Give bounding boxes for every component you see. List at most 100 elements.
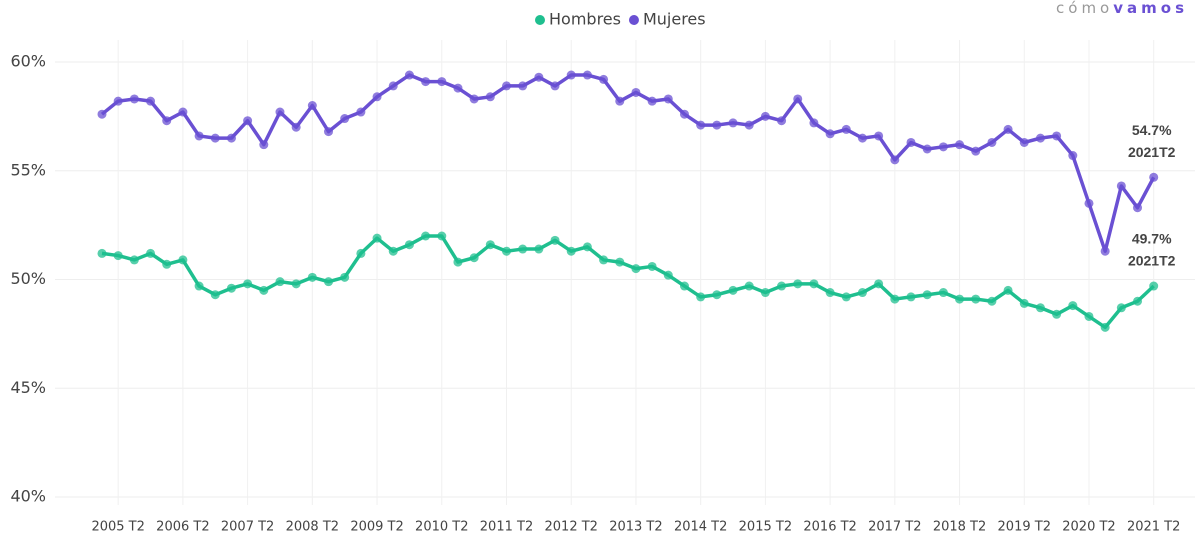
point <box>955 140 965 150</box>
point <box>890 155 900 165</box>
point <box>679 109 689 119</box>
point <box>210 290 220 300</box>
point <box>777 116 787 126</box>
point <box>987 137 997 147</box>
point <box>226 133 236 143</box>
point <box>631 264 641 274</box>
point <box>647 96 657 106</box>
x-tick-label: 2017 T2 <box>868 520 921 535</box>
y-tick-label: 40% <box>10 487 46 506</box>
y-tick-label: 50% <box>10 269 46 288</box>
point <box>599 255 609 265</box>
point <box>841 124 851 134</box>
point <box>857 133 867 143</box>
point <box>502 81 511 91</box>
y-tick-label: 60% <box>10 52 46 71</box>
x-tick-label: 2012 T2 <box>545 520 598 535</box>
point <box>259 140 269 150</box>
point <box>178 255 188 265</box>
point <box>194 131 204 141</box>
series-line <box>100 73 1156 253</box>
point <box>712 120 722 130</box>
point <box>453 83 463 93</box>
point <box>1149 281 1159 291</box>
x-tick-label: 2006 T2 <box>156 520 209 535</box>
brand-light: cómo <box>1056 0 1113 17</box>
point <box>324 127 334 137</box>
point <box>1019 137 1029 147</box>
point <box>663 94 673 104</box>
point <box>275 107 285 117</box>
point <box>550 235 560 245</box>
point <box>566 246 576 256</box>
point <box>307 101 317 110</box>
annotation: 2021T2 <box>1128 144 1176 160</box>
point <box>582 70 592 80</box>
point <box>582 242 592 252</box>
point <box>146 248 156 258</box>
point <box>1019 298 1029 308</box>
point <box>922 290 932 300</box>
point <box>1149 172 1159 182</box>
x-tick-label: 2005 T2 <box>91 520 144 535</box>
x-tick-label: 2021 T2 <box>1127 520 1180 535</box>
x-tick-label: 2019 T2 <box>998 520 1051 535</box>
point <box>938 288 948 298</box>
point <box>1035 133 1045 143</box>
point <box>518 244 528 254</box>
point <box>194 281 204 291</box>
point <box>388 246 398 256</box>
point <box>809 118 819 128</box>
point <box>874 131 884 141</box>
point <box>890 294 900 304</box>
point <box>129 94 139 104</box>
point <box>615 257 625 267</box>
x-tick-label: 2013 T2 <box>609 520 662 535</box>
point <box>987 296 997 306</box>
point <box>356 107 366 117</box>
series-line <box>101 234 1155 330</box>
point <box>518 81 528 91</box>
annotation: 2021T2 <box>1128 253 1176 269</box>
x-tick-label: 2018 T2 <box>933 520 986 535</box>
point <box>550 81 560 91</box>
point <box>1084 198 1094 208</box>
legend-label: Mujeres <box>643 10 706 29</box>
point <box>178 107 188 117</box>
brand-bold: vamos <box>1113 0 1188 17</box>
point <box>857 288 867 298</box>
point <box>679 281 689 291</box>
annotation: 54.7% <box>1132 122 1172 138</box>
point <box>631 87 641 97</box>
brand: cómovamos <box>1056 0 1188 17</box>
point <box>404 240 414 250</box>
point <box>291 279 301 289</box>
y-tick-label: 45% <box>10 378 46 397</box>
point <box>210 133 220 143</box>
point <box>712 290 722 300</box>
point <box>162 259 172 269</box>
point <box>340 272 350 282</box>
point <box>1052 131 1062 141</box>
point <box>534 244 544 254</box>
point <box>647 261 657 271</box>
x-tick-label: 2020 T2 <box>1062 520 1115 535</box>
point <box>485 92 495 102</box>
point <box>615 96 625 106</box>
point <box>938 142 948 152</box>
point <box>874 279 884 289</box>
point <box>825 288 835 298</box>
legend-label: Hombres <box>549 10 621 29</box>
point <box>793 279 803 289</box>
point <box>793 94 803 104</box>
legend-marker <box>628 15 639 25</box>
point <box>663 270 673 280</box>
point <box>728 285 738 295</box>
point <box>922 144 932 154</box>
point <box>841 292 851 302</box>
x-tick-label: 2015 T2 <box>739 520 792 535</box>
point <box>1003 285 1013 295</box>
point <box>437 231 447 241</box>
point <box>760 111 770 121</box>
